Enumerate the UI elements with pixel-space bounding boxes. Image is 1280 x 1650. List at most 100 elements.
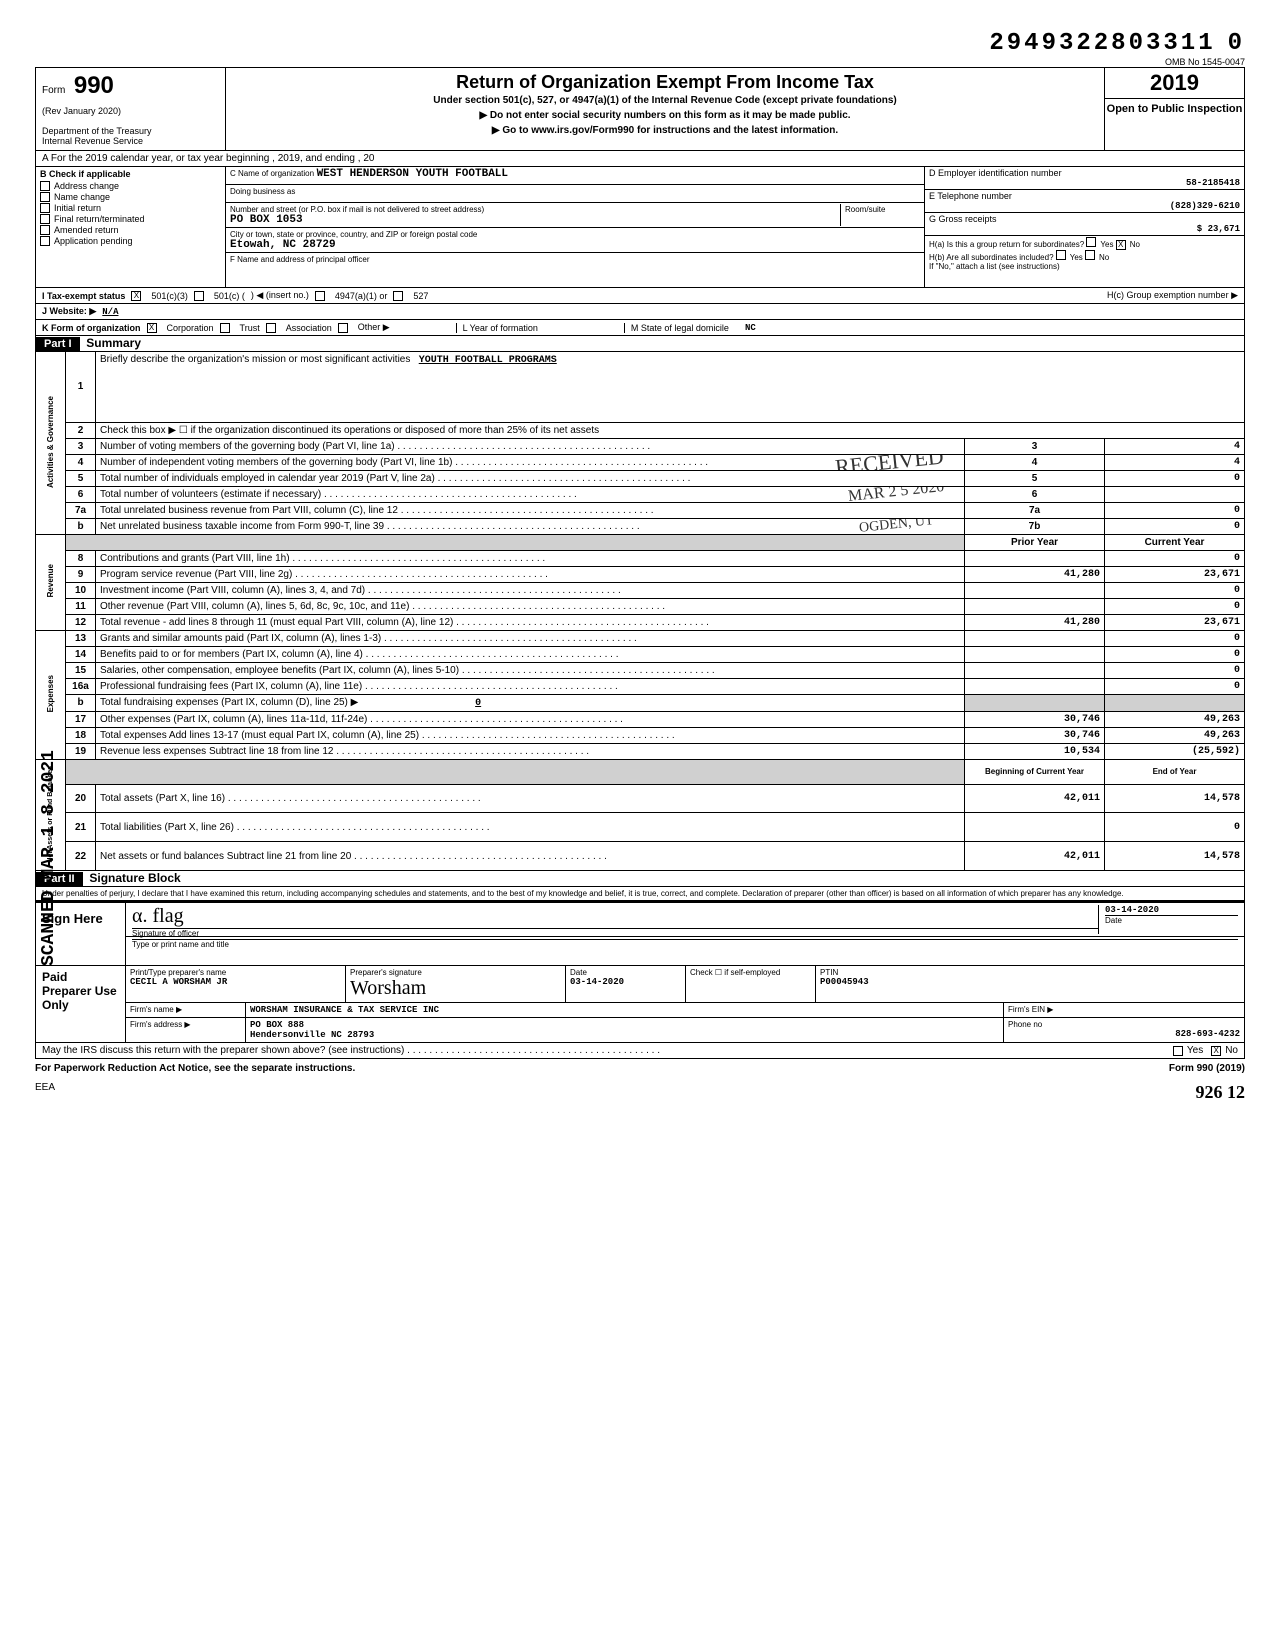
doc-id-main: 2949322803311: [989, 30, 1215, 57]
v5: 0: [1105, 470, 1245, 486]
form-footer: Form 990 (2019): [1169, 1063, 1245, 1074]
c14: 0: [1105, 646, 1245, 662]
hb-label: H(b) Are all subordinates included?: [929, 253, 1054, 262]
c9: 23,671: [1105, 566, 1245, 582]
subtitle2: ▶ Do not enter social security numbers o…: [236, 110, 1094, 121]
p20: 42,011: [965, 784, 1105, 813]
c20: 14,578: [1105, 784, 1245, 813]
chk-527[interactable]: [393, 291, 403, 301]
p13: [965, 630, 1105, 646]
org-name: WEST HENDERSON YOUTH FOOTBALL: [317, 168, 508, 180]
discuss-no[interactable]: X: [1211, 1046, 1221, 1056]
chk-initial-return[interactable]: [40, 203, 50, 213]
sig-label: Signature of officer: [132, 928, 1098, 938]
chk-other[interactable]: [338, 323, 348, 333]
form-number: 990: [74, 72, 114, 99]
paid-preparer-block: Paid Preparer Use Only Print/Type prepar…: [35, 966, 1245, 1043]
street: PO BOX 1053: [230, 214, 303, 226]
firm-name-label: Firm's name ▶: [126, 1003, 246, 1017]
chk-pending[interactable]: [40, 236, 50, 246]
state-label: M State of legal domicile: [624, 323, 729, 333]
line1-label: Briefly describe the organization's miss…: [100, 354, 410, 365]
h-ifno: If "No," attach a list (see instructions…: [929, 262, 1060, 271]
v7a: 0: [1105, 502, 1245, 518]
discuss-yes[interactable]: [1173, 1046, 1183, 1056]
room-label: Room/suite: [845, 205, 885, 214]
c13: 0: [1105, 630, 1245, 646]
p14: [965, 646, 1105, 662]
document-id: 29493228033110: [35, 30, 1245, 57]
line16b: Total fundraising expenses (Part IX, col…: [96, 694, 965, 711]
ein: 58-2185418: [929, 178, 1240, 188]
state-domicile: NC: [745, 323, 756, 333]
name-label: C Name of organization: [230, 169, 314, 178]
c11: 0: [1105, 598, 1245, 614]
prep-date-label: Date: [570, 968, 681, 977]
hb-yes[interactable]: [1056, 250, 1066, 260]
chk-501c[interactable]: [194, 291, 204, 301]
preparer-signature: Worsham: [350, 977, 561, 1000]
side-expenses: Expenses: [46, 671, 55, 716]
line7b-text: Net unrelated business taxable income fr…: [100, 521, 384, 532]
line16a: Professional fundraising fees (Part IX, …: [96, 678, 965, 694]
current-year-hdr: Current Year: [1105, 534, 1245, 550]
chk-501c3[interactable]: X: [131, 291, 141, 301]
firm-phone: 828-693-4232: [1008, 1029, 1240, 1039]
year-form-label: L Year of formation: [456, 323, 538, 333]
p17: 30,746: [965, 711, 1105, 727]
gross-label: G Gross receipts: [929, 214, 997, 224]
chk-assoc[interactable]: [266, 323, 276, 333]
prep-date: 03-14-2020: [570, 977, 681, 987]
hb-no[interactable]: [1085, 250, 1095, 260]
chk-4947[interactable]: [315, 291, 325, 301]
line2: Check this box ▶ ☐ if the organization d…: [96, 422, 1245, 438]
chk-name-change[interactable]: [40, 192, 50, 202]
ha-no[interactable]: X: [1116, 240, 1126, 250]
p8: [965, 550, 1105, 566]
prep-self-employed: Check ☐ if self-employed: [686, 966, 816, 1002]
c15: 0: [1105, 662, 1245, 678]
p11: [965, 598, 1105, 614]
c10: 0: [1105, 582, 1245, 598]
open-to-public: Open to Public Inspection: [1105, 99, 1244, 119]
side-revenue: Revenue: [46, 560, 55, 601]
chk-corp[interactable]: X: [147, 323, 157, 333]
lbl-527: 527: [413, 291, 428, 301]
chk-final-return[interactable]: [40, 214, 50, 224]
line14: Benefits paid to or for members (Part IX…: [96, 646, 965, 662]
officer-label: F Name and address of principal officer: [230, 255, 369, 264]
paid-preparer-label: Paid Preparer Use Only: [36, 966, 126, 1042]
lbl-address-change: Address change: [54, 181, 119, 191]
section-b-header: B Check if applicable: [40, 169, 221, 179]
phone: (828)329-6210: [929, 201, 1240, 211]
lbl-amended: Amended return: [54, 225, 119, 235]
p16a: [965, 678, 1105, 694]
chk-amended[interactable]: [40, 225, 50, 235]
c17: 49,263: [1105, 711, 1245, 727]
line6: Total number of volunteers (estimate if …: [96, 486, 965, 502]
discuss-yes-lbl: Yes: [1187, 1045, 1203, 1056]
chk-address-change[interactable]: [40, 181, 50, 191]
ha-no-lbl: No: [1130, 240, 1140, 249]
subtitle1: Under section 501(c), 527, or 4947(a)(1)…: [236, 95, 1094, 106]
firm-phone-label: Phone no: [1008, 1020, 1240, 1029]
line17: Other expenses (Part IX, column (A), lin…: [96, 711, 965, 727]
lbl-pending: Application pending: [54, 236, 133, 246]
form-title: Return of Organization Exempt From Incom…: [236, 72, 1094, 93]
phone-label: E Telephone number: [929, 191, 1012, 201]
line22: Net assets or fund balances Subtract lin…: [96, 842, 965, 871]
ha-yes[interactable]: [1086, 237, 1096, 247]
sign-here-block: Sign Here α. flag Signature of officer 0…: [35, 901, 1245, 966]
c8: 0: [1105, 550, 1245, 566]
city-label: City or town, state or province, country…: [230, 230, 477, 239]
firm-addr-label: Firm's address ▶: [126, 1018, 246, 1042]
line12: Total revenue - add lines 8 through 11 (…: [96, 614, 965, 630]
discuss-no-lbl: No: [1225, 1045, 1238, 1056]
eea: EEA: [35, 1082, 55, 1103]
chk-trust[interactable]: [220, 323, 230, 333]
line19: Revenue less expenses Subtract line 18 f…: [96, 743, 965, 759]
tax-year: 2019: [1105, 68, 1244, 99]
type-name-label: Type or print name and title: [132, 939, 1238, 963]
part2-title: Signature Block: [89, 871, 180, 885]
line1-value: YOUTH FOOTBALL PROGRAMS: [419, 355, 557, 366]
